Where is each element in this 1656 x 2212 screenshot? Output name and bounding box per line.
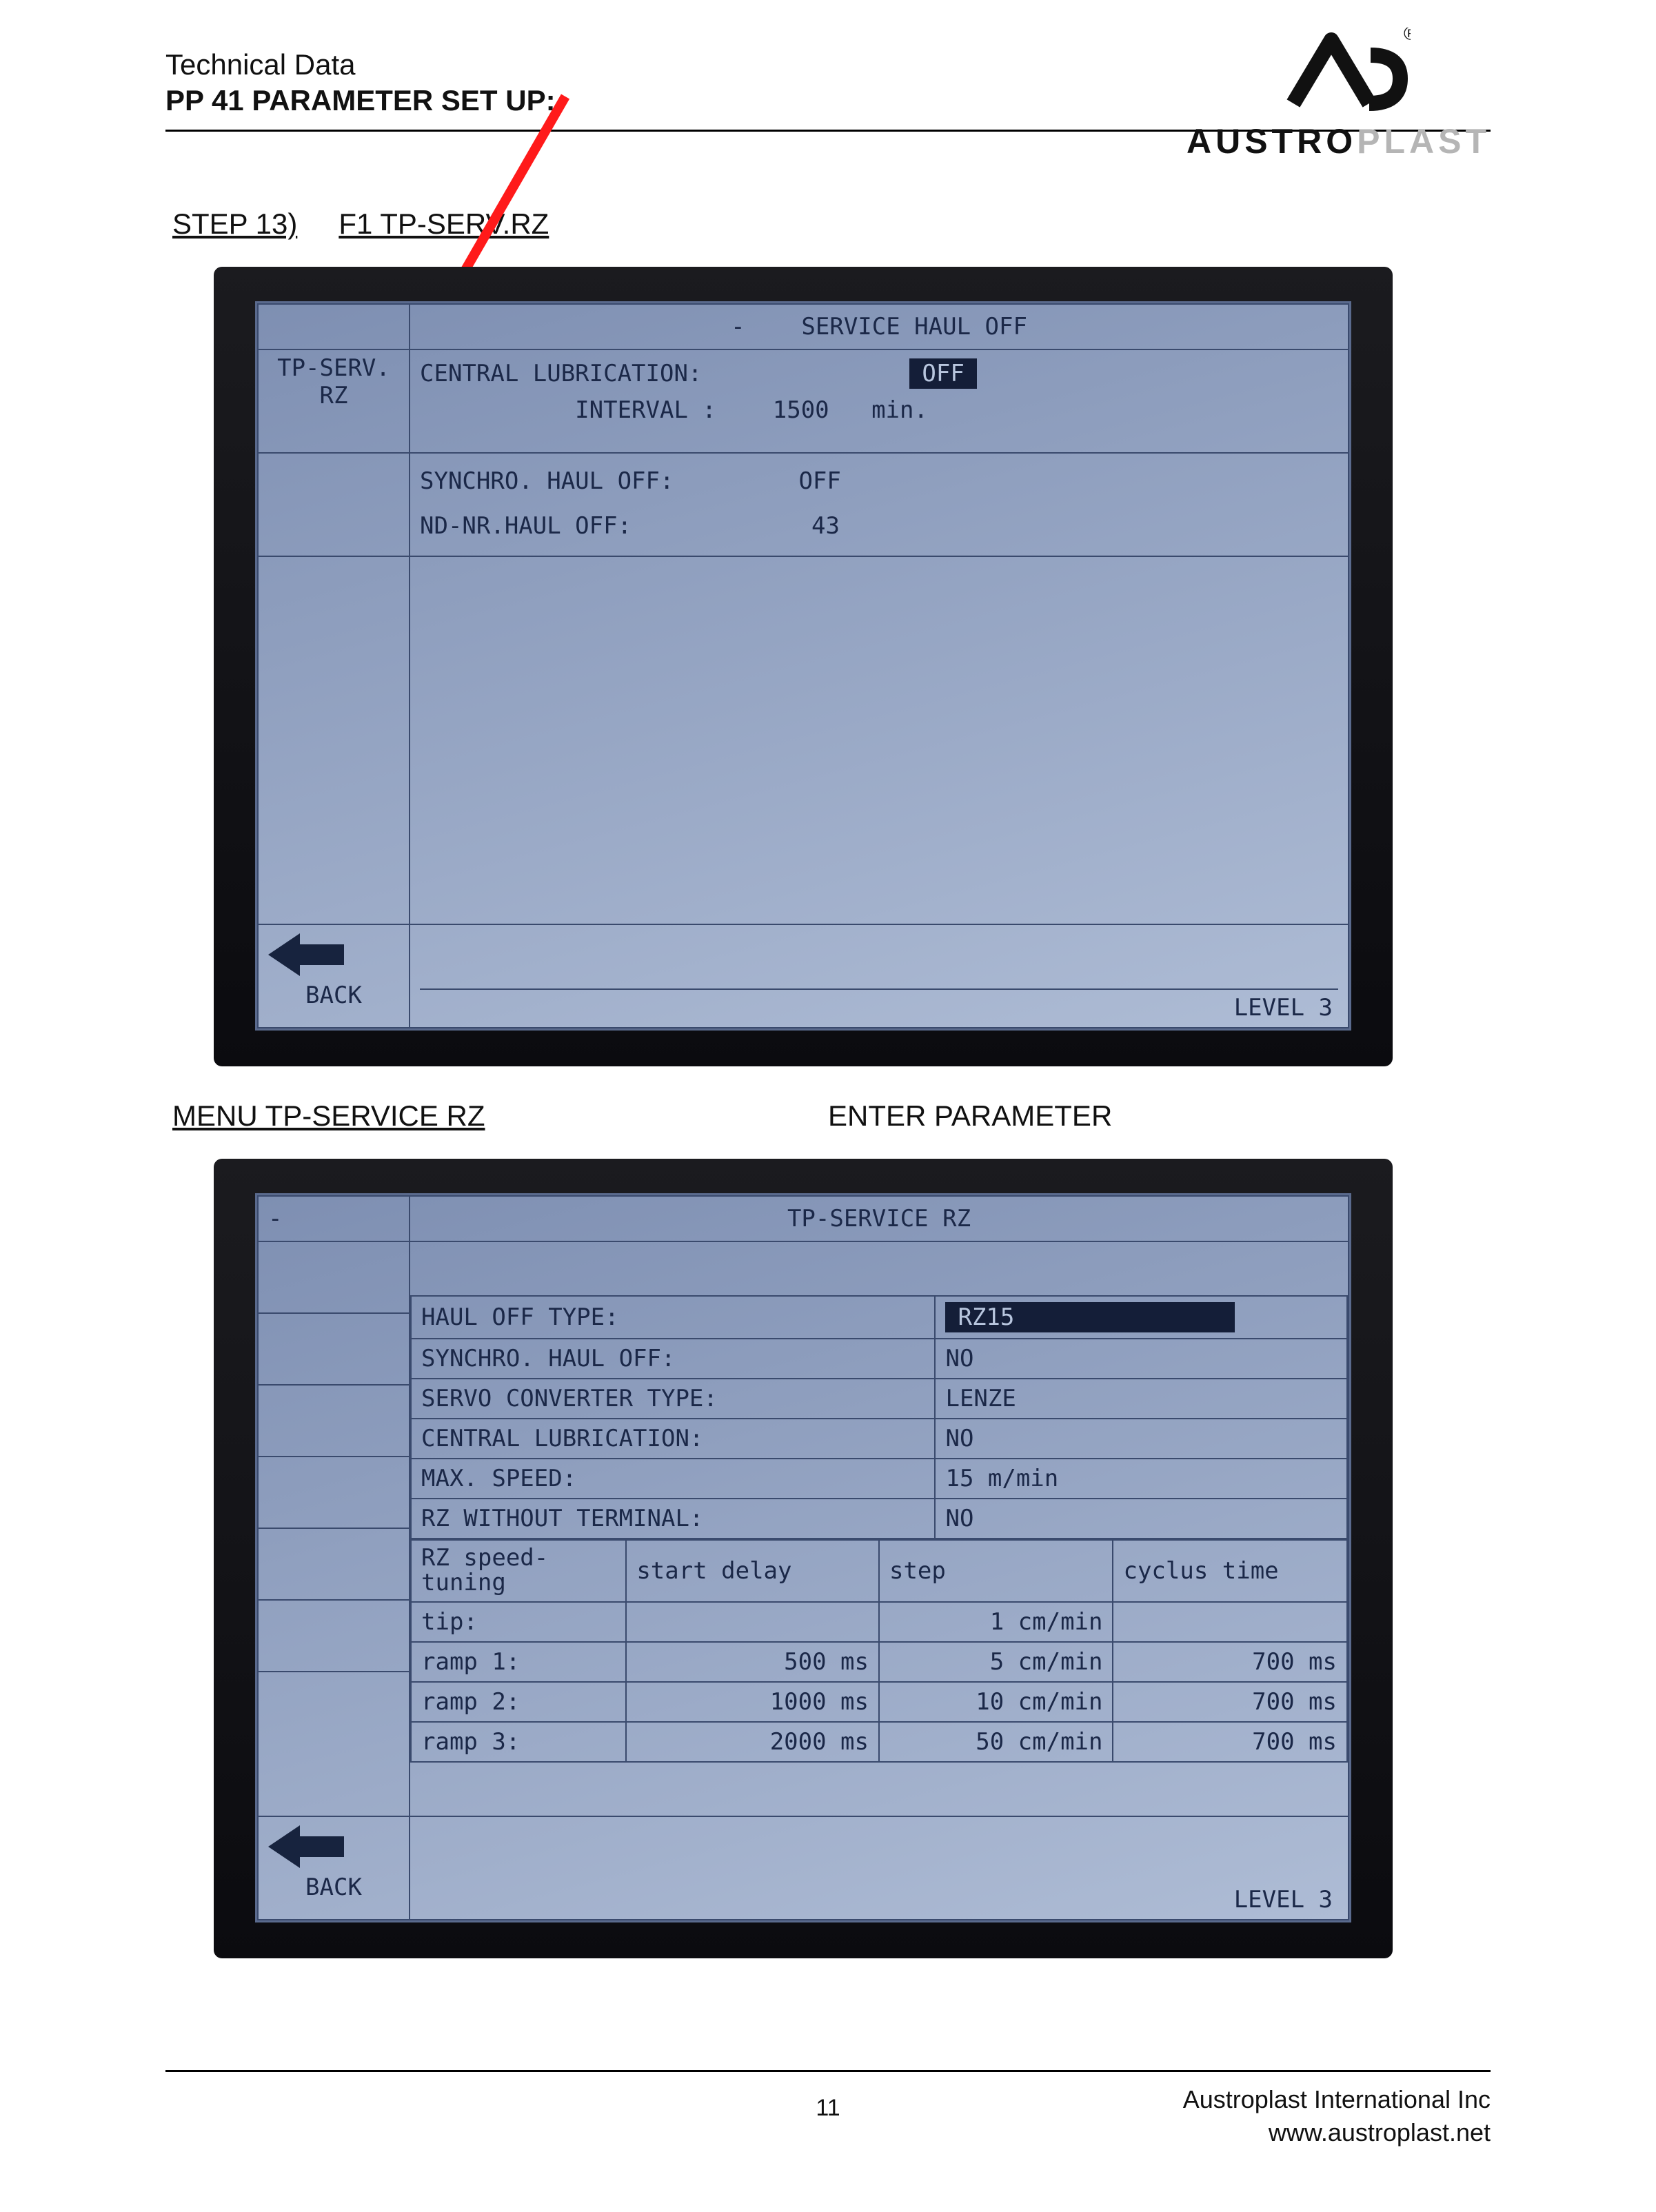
step-number: STEP 13) <box>172 207 297 240</box>
haul-off-type-value[interactable]: RZ15 <box>945 1302 1235 1332</box>
row-max-speed: MAX. SPEED:15 m/min <box>411 1459 1347 1499</box>
row-haul-off-type: HAUL OFF TYPE:RZ15 <box>411 1296 1347 1339</box>
back-arrow-icon <box>268 1823 399 1871</box>
back-arrow-icon <box>268 931 399 979</box>
speed-row-ramp2: ramp 2: 1000 ms 10 cm/min 700 ms <box>411 1682 1347 1722</box>
lcd-screen-2: - TP-SERVICE RZ <box>255 1193 1351 1922</box>
svg-text:®: ® <box>1404 28 1411 44</box>
synchro-value: OFF <box>798 467 840 495</box>
screen1-title: - SERVICE HAUL OFF <box>410 304 1349 349</box>
step-13-heading: STEP 13) F1 TP-SERV.RZ <box>172 207 1491 241</box>
brand-block: ® AUSTROPLAST <box>1187 28 1491 161</box>
document-header: Technical Data PP 41 PARAMETER SET UP: ®… <box>165 48 1491 132</box>
row-rz-without-terminal: RZ WITHOUT TERMINAL:NO <box>411 1499 1347 1539</box>
menu-tp-service-label: MENU TP-SERVICE RZ <box>165 1099 828 1133</box>
lcd2-corner: - <box>258 1196 410 1241</box>
speed-header-row: RZ speed- tuning start delay step cyclus… <box>411 1540 1347 1601</box>
screenshot-service-haul-off: - SERVICE HAUL OFF TP-SERV.RZ CENTRAL LU… <box>214 267 1393 1066</box>
lcd-screen-1: - SERVICE HAUL OFF TP-SERV.RZ CENTRAL LU… <box>255 301 1351 1031</box>
row-central-lubrication: CENTRAL LUBRICATION:NO <box>411 1419 1347 1459</box>
level-indicator-2: LEVEL 3 <box>420 1882 1338 1914</box>
screenshot-tp-service-rz: - TP-SERVICE RZ <box>214 1159 1393 1958</box>
brand-bold: AUSTRO <box>1187 122 1357 161</box>
brand-light: PLAST <box>1357 122 1491 161</box>
speed-row-ramp3: ramp 3: 2000 ms 50 cm/min 700 ms <box>411 1722 1347 1762</box>
synchro-haul-off-row: SYNCHRO. HAUL OFF: OFF ND-NR.HAUL OFF: 4… <box>410 453 1349 556</box>
speed-row-tip: tip: 1 cm/min <box>411 1602 1347 1642</box>
central-lubrication-row: CENTRAL LUBRICATION: OFF INTERVAL : 1500… <box>410 349 1349 453</box>
step-name: F1 TP-SERV.RZ <box>339 207 549 240</box>
speed-row-ramp1: ramp 1: 500 ms 5 cm/min 700 ms <box>411 1642 1347 1682</box>
sidebar-item-tp-serv-rz[interactable]: TP-SERV.RZ <box>258 349 410 453</box>
mid-labels: MENU TP-SERVICE RZ ENTER PARAMETER <box>165 1099 1491 1133</box>
screen2-title: TP-SERVICE RZ <box>410 1196 1349 1241</box>
page-footer: 11 Austroplast International Inc www.aus… <box>165 2070 1491 2150</box>
nd-nr-value: 43 <box>811 512 840 540</box>
brand-logo-icon: ® <box>1266 28 1411 117</box>
brand-name: AUSTROPLAST <box>1187 121 1491 161</box>
enter-parameter-label: ENTER PARAMETER <box>828 1099 1424 1133</box>
back-button-2[interactable]: BACK <box>258 1816 410 1920</box>
central-lubrication-value[interactable]: OFF <box>909 358 976 389</box>
row-synchro: SYNCHRO. HAUL OFF:NO <box>411 1339 1347 1379</box>
row-servo-converter: SERVO CONVERTER TYPE:LENZE <box>411 1379 1347 1419</box>
level-indicator: LEVEL 3 <box>420 988 1338 1022</box>
footer-rule <box>165 2070 1491 2072</box>
page-number: 11 <box>165 2095 1491 2122</box>
interval-value: 1500 <box>773 396 829 424</box>
back-button[interactable]: BACK <box>258 924 410 1028</box>
